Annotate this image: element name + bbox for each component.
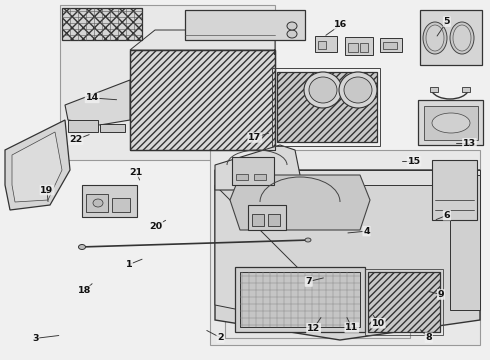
Polygon shape [65,80,130,125]
Text: 19: 19 [40,186,54,195]
Bar [418,100,483,145]
Text: 17: 17 [248,133,262,142]
Text: 16: 16 [334,20,348,29]
Bar [130,50,275,150]
Ellipse shape [78,244,85,249]
Bar [272,68,380,146]
Text: 9: 9 [438,290,444,299]
Text: 6: 6 [443,211,450,220]
Text: 3: 3 [32,334,39,343]
Bar [252,214,264,226]
Bar [68,120,98,132]
Text: 12: 12 [307,324,320,333]
Bar [430,87,438,92]
Text: 15: 15 [408,157,420,166]
Bar [383,42,397,49]
Bar [462,87,470,92]
Polygon shape [215,170,480,185]
Bar [60,5,275,160]
Bar [100,124,125,132]
Bar [348,43,358,52]
Text: 8: 8 [425,333,432,342]
Text: 2: 2 [217,333,224,342]
Bar [345,37,373,55]
Bar [277,72,377,142]
Bar [236,174,248,180]
Bar [380,38,402,52]
Text: 5: 5 [443,17,450,26]
Text: 20: 20 [149,222,162,231]
Ellipse shape [305,238,311,242]
Bar [368,272,440,332]
Text: 1: 1 [125,260,132,269]
Text: 7: 7 [305,277,312,286]
Bar [62,8,142,40]
Bar [360,43,368,52]
Ellipse shape [287,22,297,30]
Bar [248,205,286,230]
Text: 10: 10 [372,319,385,328]
Bar [112,198,130,212]
Bar [304,78,376,112]
Ellipse shape [432,113,470,133]
Text: 18: 18 [77,287,91,296]
Bar [235,267,365,332]
Ellipse shape [309,77,337,103]
Polygon shape [215,170,480,340]
Bar [420,10,482,65]
Bar [254,174,266,180]
Bar [185,10,305,40]
Bar [268,214,280,226]
Polygon shape [12,132,62,202]
Bar [210,150,480,345]
Bar [82,185,137,217]
Ellipse shape [453,25,471,51]
Bar [240,272,360,327]
Bar [225,218,410,338]
Ellipse shape [344,77,372,103]
Polygon shape [450,175,480,310]
Text: 21: 21 [129,168,143,177]
Polygon shape [215,185,340,330]
Ellipse shape [426,25,444,51]
Ellipse shape [93,199,103,207]
Text: 14: 14 [85,94,99,103]
Ellipse shape [339,72,377,108]
Bar [424,106,478,140]
Bar [86,194,108,212]
Bar [232,157,274,185]
Bar [432,160,477,220]
Bar [365,269,443,335]
Polygon shape [230,175,370,230]
Bar [318,41,326,49]
Polygon shape [5,120,70,210]
Text: 4: 4 [363,227,370,236]
Ellipse shape [304,72,342,108]
Ellipse shape [423,22,447,54]
Text: 22: 22 [69,135,83,144]
Ellipse shape [450,22,474,54]
Bar [315,36,337,52]
Ellipse shape [287,30,297,38]
Text: 13: 13 [463,139,476,148]
Polygon shape [215,145,300,190]
Polygon shape [130,30,275,55]
Text: 11: 11 [345,323,359,332]
